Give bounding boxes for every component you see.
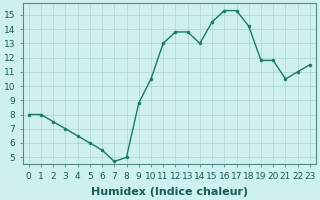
X-axis label: Humidex (Indice chaleur): Humidex (Indice chaleur) [91,187,248,197]
